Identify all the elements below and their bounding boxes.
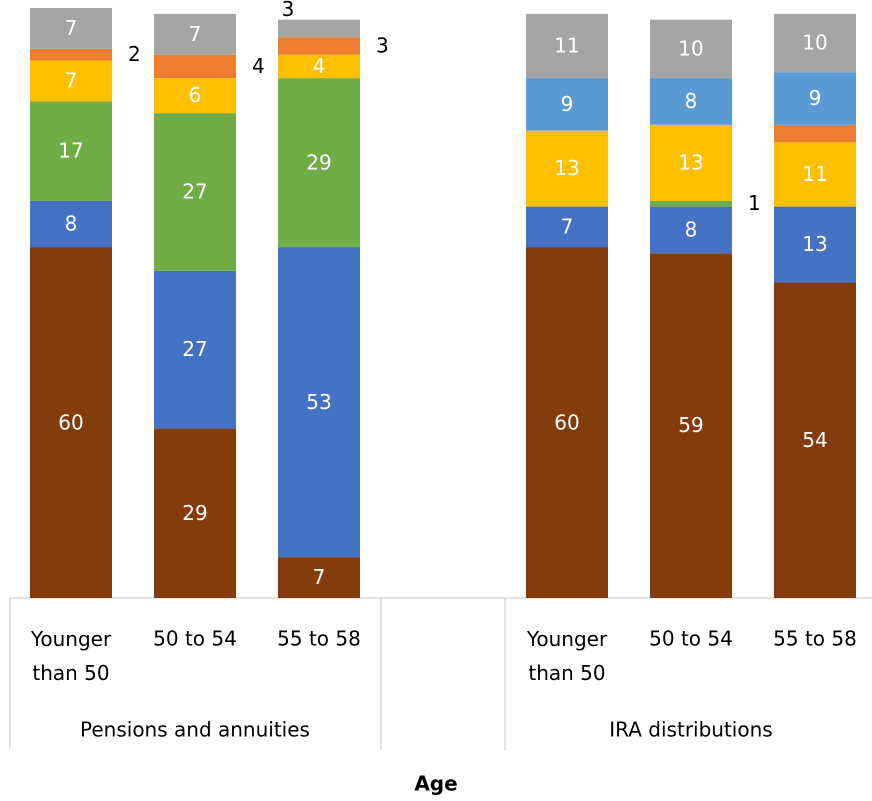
bar-segment — [650, 253, 732, 598]
data-label: 11 — [554, 33, 579, 57]
bar-segment — [154, 78, 236, 114]
x-tick-label: Younger than 50 — [30, 627, 112, 685]
data-label: 3 — [376, 33, 389, 57]
bar-segment — [154, 13, 236, 55]
data-label: 60 — [58, 410, 83, 434]
data-label: 2 — [128, 42, 141, 66]
bar-segment — [650, 206, 732, 254]
data-label: 13 — [802, 232, 827, 256]
bar-segment — [30, 48, 112, 61]
data-label: 7 — [561, 215, 574, 239]
bar-segment — [278, 37, 360, 55]
data-label: 7 — [313, 565, 326, 589]
bar-segment — [154, 428, 236, 598]
bar-segment — [154, 270, 236, 429]
data-label: 6 — [189, 83, 202, 107]
bar-segment — [774, 72, 856, 125]
data-label: 7 — [65, 16, 78, 40]
bar-segment — [650, 200, 732, 207]
bar-segment — [774, 282, 856, 598]
group-label: IRA distributions — [609, 718, 772, 742]
bar-segment — [278, 19, 360, 38]
bar-segment — [30, 200, 112, 248]
data-label: 60 — [554, 410, 579, 434]
group-label: Pensions and annuities — [80, 718, 310, 742]
data-label: 29 — [182, 501, 207, 525]
bar-segment — [526, 206, 608, 248]
data-label: 54 — [802, 428, 827, 452]
data-label: 4 — [252, 54, 265, 78]
bar-segment — [774, 142, 856, 207]
bar-segment — [526, 13, 608, 79]
data-label: 13 — [554, 156, 579, 180]
data-label: 17 — [58, 139, 83, 163]
data-label: 29 — [306, 150, 331, 174]
x-tick-label: Younger than 50 — [526, 627, 608, 685]
data-label: 8 — [685, 217, 698, 241]
data-label: 3 — [282, 0, 295, 21]
bar-segment — [30, 8, 112, 49]
data-label: 8 — [685, 89, 698, 113]
bar-segment — [774, 124, 856, 143]
data-label: 9 — [561, 92, 574, 116]
bar-segment — [278, 557, 360, 598]
bar-segment — [30, 101, 112, 201]
x-tick-label: 50 to 54 — [649, 627, 733, 651]
bar-segment — [526, 247, 608, 598]
bar-segment — [774, 206, 856, 283]
bar-segment — [526, 130, 608, 207]
bar-segment — [154, 54, 236, 79]
data-label: 7 — [189, 22, 202, 46]
data-label: 4 — [313, 54, 326, 78]
data-label: 27 — [182, 180, 207, 204]
data-label: 9 — [809, 86, 822, 110]
bar-segment — [278, 54, 360, 79]
bar-segment — [526, 78, 608, 131]
data-label: 8 — [65, 212, 78, 236]
bar-segment — [650, 19, 732, 79]
bar-segment — [278, 78, 360, 248]
bar-segment — [154, 113, 236, 271]
data-label: 11 — [802, 162, 827, 186]
data-label: 59 — [678, 413, 703, 437]
data-label: 1 — [748, 191, 761, 215]
x-tick-label: 50 to 54 — [153, 627, 237, 651]
data-label: 13 — [678, 150, 703, 174]
data-label: 10 — [678, 36, 703, 60]
data-label: 10 — [802, 31, 827, 55]
bar-segment — [30, 60, 112, 102]
bar-segment — [278, 247, 360, 558]
bar-segment — [650, 78, 732, 125]
x-tick-label: 55 to 58 — [773, 627, 857, 651]
x-tick-label: 55 to 58 — [277, 627, 361, 651]
bar-segment — [30, 247, 112, 598]
bar-segment — [774, 13, 856, 73]
data-label: 7 — [65, 69, 78, 93]
data-label: 27 — [182, 337, 207, 361]
data-label: 53 — [306, 390, 331, 414]
x-axis-title: Age — [414, 772, 457, 796]
bar-segment — [650, 124, 732, 201]
